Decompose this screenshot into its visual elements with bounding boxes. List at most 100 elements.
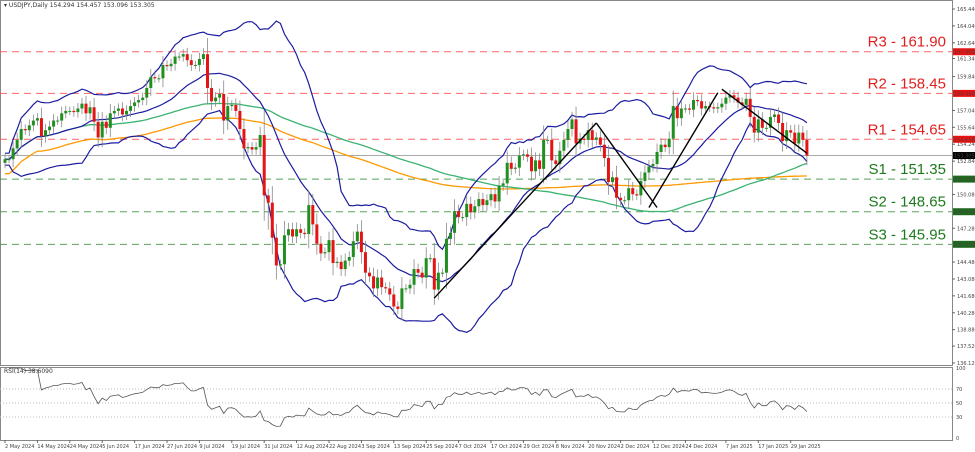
candle-body	[542, 139, 546, 169]
trendline	[433, 122, 597, 299]
candle-body	[363, 252, 367, 273]
y-tick-label: 152.840	[957, 159, 975, 165]
candle-body	[96, 121, 100, 138]
candle-body	[262, 135, 266, 196]
level-tag-text: 151.350	[954, 177, 975, 183]
candle-body	[586, 130, 590, 140]
rsi-line	[9, 367, 808, 427]
level-tag-S2	[953, 208, 975, 216]
candle-body	[380, 277, 384, 288]
candle-body	[15, 139, 19, 149]
candle-body	[23, 129, 27, 131]
candle-body	[436, 272, 440, 290]
candle-body	[760, 119, 764, 128]
candle-body	[659, 144, 663, 152]
candle-body	[64, 110, 68, 114]
candle-body	[307, 205, 311, 235]
x-tick-label: 13 Sep 2024	[394, 444, 426, 450]
candle-body	[424, 258, 428, 278]
candle-body	[530, 156, 533, 172]
candle-body	[700, 101, 704, 109]
level-label-S1: S1 - 151.35	[868, 161, 946, 178]
candle-body	[3, 159, 7, 163]
main-pane-border	[0, 0, 953, 366]
candle-body	[655, 151, 659, 165]
x-tick-label: 24 Dec 2024	[685, 444, 717, 450]
x-tick-label: 12 Aug 2024	[297, 444, 329, 450]
candle-body	[704, 106, 708, 109]
candle-body	[756, 119, 760, 133]
y-tick-label: 137.520	[957, 344, 975, 350]
candle-body	[509, 162, 513, 169]
x-tick-label: 14 May 2024	[37, 444, 70, 450]
level-label-R1: R1 - 154.65	[868, 121, 946, 138]
trendline	[721, 88, 808, 154]
candle-body	[631, 188, 635, 195]
candle-body	[748, 98, 752, 117]
candle-body	[550, 139, 554, 161]
candle-body	[351, 241, 355, 257]
x-tick-label: 20 Nov 2024	[588, 444, 620, 450]
candle-body	[384, 287, 388, 289]
candle-body	[282, 235, 286, 265]
candle-body	[440, 272, 444, 274]
x-tick-label: 25 Sep 2024	[426, 444, 458, 450]
level-label-S2: S2 - 148.65	[868, 194, 946, 211]
x-tick-label: 29 Jan 2025	[791, 444, 821, 450]
candle-body	[258, 135, 262, 148]
y-tick-label: 154.240	[957, 142, 975, 148]
candle-body	[246, 147, 250, 149]
candle-body	[773, 114, 776, 117]
candle-body	[368, 272, 371, 277]
level-tag-text: 148.650	[954, 210, 975, 216]
candle-body	[639, 180, 643, 196]
candle-body	[60, 113, 64, 121]
y-tick-label: 138.880	[957, 328, 975, 334]
level-tag-text: 145.900	[954, 242, 975, 248]
candle-body	[412, 269, 416, 285]
candle-body	[683, 108, 687, 110]
candle-body	[449, 232, 452, 239]
candle-body	[339, 261, 343, 270]
candle-body	[189, 60, 193, 66]
current-price-tag	[953, 152, 975, 160]
rsi-pane-border	[0, 367, 953, 441]
candle-body	[210, 87, 214, 102]
candle-body	[663, 144, 667, 148]
y-tick-label: 141.680	[957, 294, 975, 300]
level-tag-R1	[953, 135, 975, 143]
ohlc-readout: 154.294 154.457 153.096 153.305	[49, 2, 155, 9]
x-tick-label: 8 Nov 2024	[556, 444, 585, 450]
candle-body	[56, 120, 60, 122]
level-tag-S1	[953, 175, 975, 183]
candle-body	[602, 144, 606, 158]
candle-body	[453, 211, 457, 233]
candle-body	[315, 224, 319, 244]
candle-body	[359, 231, 363, 253]
candle-body	[157, 78, 161, 80]
x-tick-label: 17 Jan 2025	[758, 444, 788, 450]
y-tick-label: 161.340	[957, 57, 975, 63]
candle-body	[68, 110, 72, 112]
level-tag-text: 154.650	[954, 137, 975, 143]
candle-body	[400, 288, 404, 309]
candle-body	[716, 107, 720, 109]
candle-body	[615, 177, 619, 198]
candle-body	[238, 110, 242, 130]
candle-body	[408, 284, 412, 289]
candle-body	[274, 237, 278, 266]
rsi-tick-label: 50	[956, 401, 962, 407]
candle-body	[489, 194, 493, 201]
level-label-R3: R3 - 161.90	[868, 34, 946, 51]
bollinger-middle	[5, 72, 808, 283]
candle-body	[428, 258, 432, 260]
candle-body	[193, 65, 197, 67]
candle-body	[165, 65, 169, 67]
candle-body	[27, 125, 31, 131]
candle-body	[501, 183, 505, 186]
candle-body	[724, 97, 728, 104]
rsi-tick-label: 0	[956, 436, 959, 442]
candle-body	[558, 150, 562, 165]
candle-body	[35, 118, 39, 121]
